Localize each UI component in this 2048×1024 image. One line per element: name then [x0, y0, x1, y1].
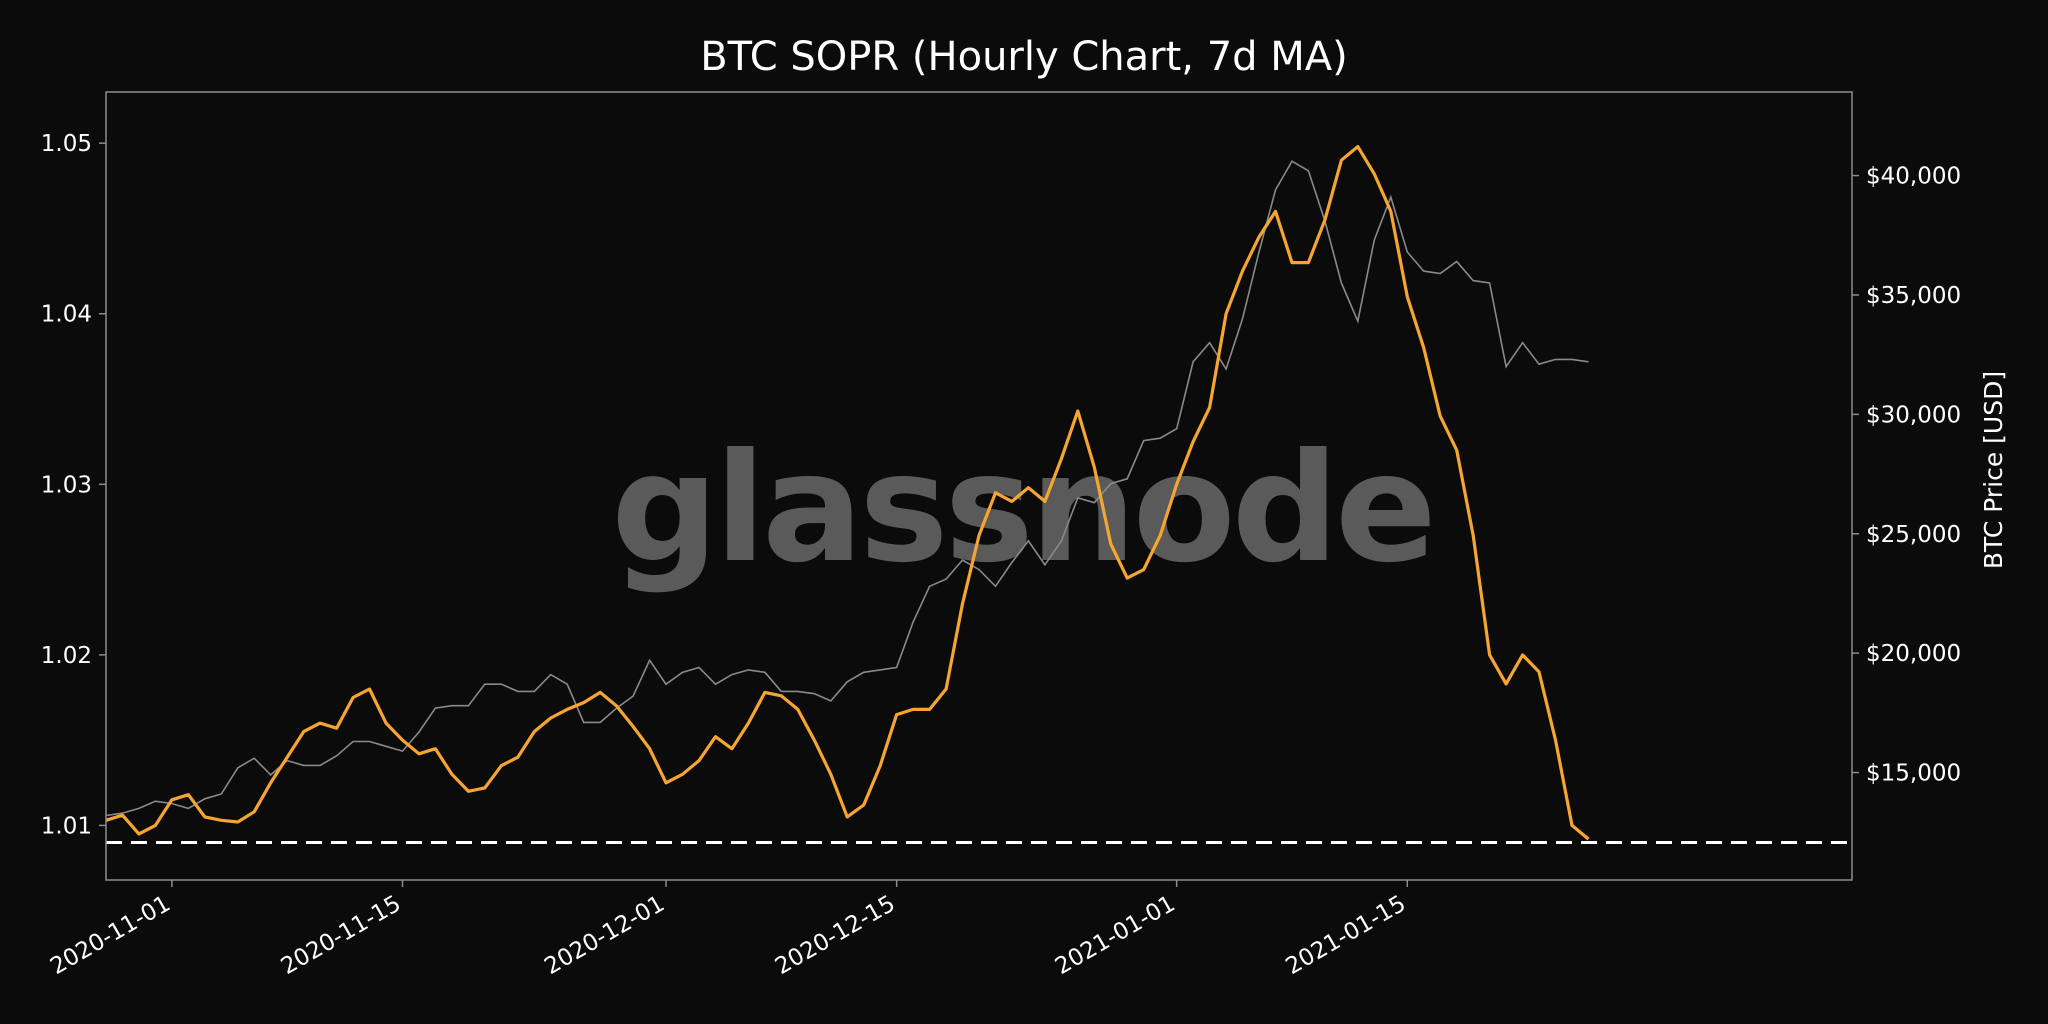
right-axis-ticks: $15,000 $20,000 $25,000 $30,000 $35,000 $40,0… [1852, 164, 1961, 787]
plot-frame [105, 91, 1853, 881]
sopr-series-line [105, 145, 1590, 841]
right-tick-label: $15,000 [1866, 761, 1961, 787]
plot-area [105, 145, 1852, 844]
price-series-line [105, 160, 1589, 817]
right-tick-label: $40,000 [1866, 164, 1961, 190]
left-tick-label: 1.01 [41, 813, 92, 839]
left-tick-label: 1.03 [41, 472, 92, 498]
left-tick-label: 1.04 [41, 302, 92, 328]
right-axis-label: BTC Price [USD] [1979, 371, 2008, 569]
watermark-logo: glassnode [611, 422, 1433, 596]
right-tick-label: $25,000 [1866, 522, 1961, 548]
right-tick-label: $30,000 [1866, 402, 1961, 428]
left-tick-label: 1.02 [41, 643, 92, 669]
left-axis-ticks: 1.01 1.02 1.03 1.04 1.05 [41, 131, 106, 839]
chart-title: BTC SOPR (Hourly Chart, 7d MA) [700, 34, 1348, 80]
left-tick-label: 1.05 [41, 131, 92, 157]
right-tick-label: $20,000 [1866, 641, 1961, 667]
right-tick-label: $35,000 [1866, 283, 1961, 309]
